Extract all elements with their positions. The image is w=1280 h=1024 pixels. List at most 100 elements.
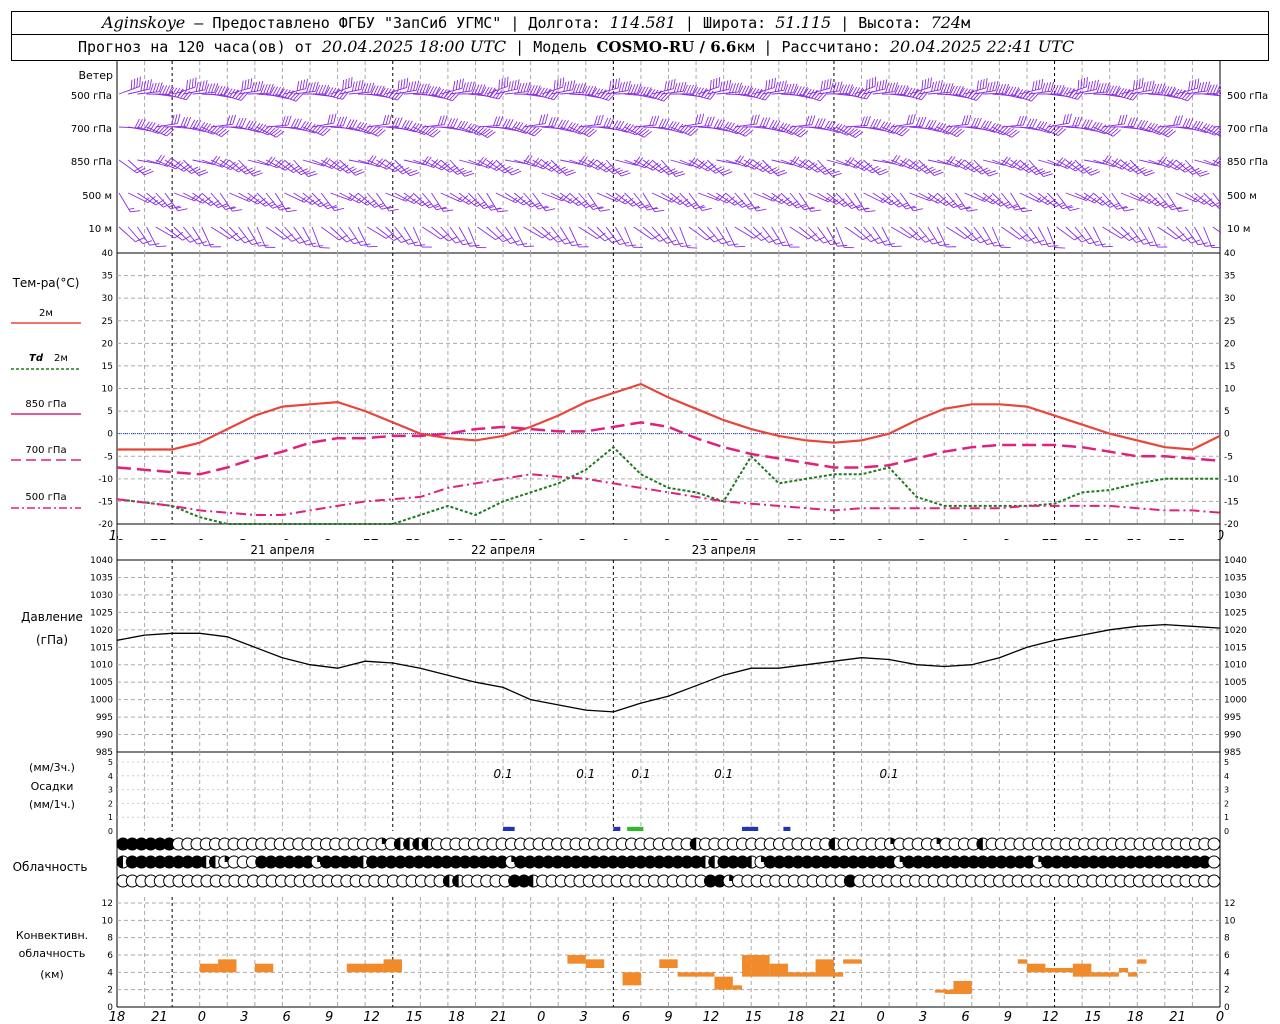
wind-barb-feather <box>1083 195 1088 200</box>
wind-barb-feather <box>1137 168 1147 175</box>
wind-barb-staff <box>624 126 645 138</box>
wind-barb-feather <box>578 83 583 93</box>
wind-barb-feather <box>806 162 815 169</box>
wind-barb <box>725 226 746 248</box>
hour-tick-label: 9 <box>664 1010 672 1024</box>
wind-barb <box>550 122 579 133</box>
wind-barb-feather <box>434 86 441 96</box>
wind-barb-staff <box>707 126 729 132</box>
wind-barb <box>992 159 1021 169</box>
wind-barb-feather <box>1020 207 1027 210</box>
wind-barb-feather <box>202 196 211 204</box>
wind-barb-staff <box>936 192 954 209</box>
precip-unit3: (мм/3ч.) <box>29 761 75 774</box>
wind-barb-staff <box>256 159 278 169</box>
wind-barb-staff <box>1047 192 1063 210</box>
wind-barb-staff <box>1194 226 1206 247</box>
wind-barb <box>1184 226 1208 246</box>
wind-barb-feather <box>1050 81 1055 92</box>
forecast-time: 20.04.2025 18:00 UTC <box>321 37 507 56</box>
wind-barb-feather <box>322 128 331 136</box>
wind-barb-feather <box>655 115 660 126</box>
wind-barb-staff <box>716 91 739 95</box>
wind-barb-feather <box>367 155 374 164</box>
wind-barb-staff <box>256 126 277 138</box>
wind-barb-feather <box>158 125 166 134</box>
wind-barb-feather <box>177 113 181 124</box>
wind-barb-staff <box>872 159 895 165</box>
wind-barb-feather <box>1205 244 1215 247</box>
wind-barb-feather <box>970 90 978 99</box>
wind-barb-feather <box>358 196 368 204</box>
wind-barb-feather <box>299 80 303 91</box>
wind-barb-staff <box>716 159 739 165</box>
wind-barb-staff <box>1037 192 1056 208</box>
wind-barb-feather <box>719 81 723 92</box>
wind-barb <box>615 125 644 136</box>
wind-barb-feather <box>898 127 907 136</box>
wind-barb <box>1010 159 1038 174</box>
wind-barb-feather <box>956 129 965 137</box>
wind-barb-feather <box>496 207 502 210</box>
wind-barb-feather <box>333 113 337 124</box>
wind-barb-feather <box>906 114 910 125</box>
conv-cloud-bar <box>585 959 605 968</box>
wind-barb-staff <box>118 192 131 213</box>
wind-barb-feather <box>336 116 342 127</box>
wind-barb-staff <box>909 226 926 243</box>
wind-barb-feather <box>1136 119 1143 129</box>
wind-barb-feather <box>1197 82 1202 93</box>
wind-barb-feather <box>787 83 792 94</box>
wind-barb-feather <box>862 234 872 241</box>
wind-barb-feather <box>1099 200 1105 204</box>
wind-barb <box>1010 226 1037 242</box>
wind-barb-feather <box>1078 116 1083 127</box>
wind-barb-staff <box>302 192 321 208</box>
wind-barb-feather <box>986 82 990 93</box>
wind-barb-feather <box>638 203 644 207</box>
wind-barb-feather <box>988 172 999 177</box>
wind-barb <box>394 159 420 177</box>
wind-barb-feather <box>738 85 744 95</box>
wind-barb-feather <box>754 162 763 170</box>
pressure-title: Давление <box>21 610 83 624</box>
wind-barb-feather <box>394 117 400 127</box>
conv-tick-label: 4 <box>1224 968 1230 978</box>
wind-barb-feather <box>1032 118 1038 128</box>
wind-barb <box>835 226 855 249</box>
wind-barb <box>449 81 475 95</box>
wind-barb-feather <box>698 87 705 97</box>
wind-barb-feather <box>1132 92 1140 101</box>
wind-barb-staff <box>1129 192 1150 205</box>
wind-barb-staff <box>228 226 245 244</box>
wind-barb-staff <box>817 126 839 134</box>
wind-barb <box>652 78 676 95</box>
wind-barb-feather <box>828 195 837 203</box>
wind-barb-staff <box>789 93 812 99</box>
wind-barb-staff <box>808 87 830 95</box>
wind-barb-feather <box>1058 158 1066 167</box>
wind-barb-staff <box>348 91 371 95</box>
wind-barb-feather <box>1174 162 1183 169</box>
wind-barb-staff <box>146 226 157 247</box>
wind-barb-staff <box>982 192 1001 207</box>
wind-barb-feather <box>1031 93 1039 102</box>
wind-barb-feather <box>780 81 784 91</box>
wind-barb-feather <box>379 204 386 208</box>
wind-barb-staff <box>339 192 360 204</box>
wind-barb-feather <box>1142 120 1149 130</box>
wind-barb-feather <box>517 83 522 93</box>
wind-barb-staff <box>826 159 849 167</box>
wind-barb-staff <box>376 93 398 101</box>
wind-barb-feather <box>210 155 218 165</box>
wind-barb-feather <box>556 79 559 90</box>
wind-barb-feather <box>943 83 948 94</box>
wind-barb-feather <box>312 82 316 92</box>
wind-barb-staff <box>835 126 856 139</box>
wind-barb-feather <box>296 118 302 128</box>
wind-barb <box>808 192 837 203</box>
wind-barb-feather <box>1068 113 1072 124</box>
wind-barb-feather <box>830 170 840 175</box>
wind-barb-staff <box>155 192 172 210</box>
wind-barb <box>872 82 899 95</box>
